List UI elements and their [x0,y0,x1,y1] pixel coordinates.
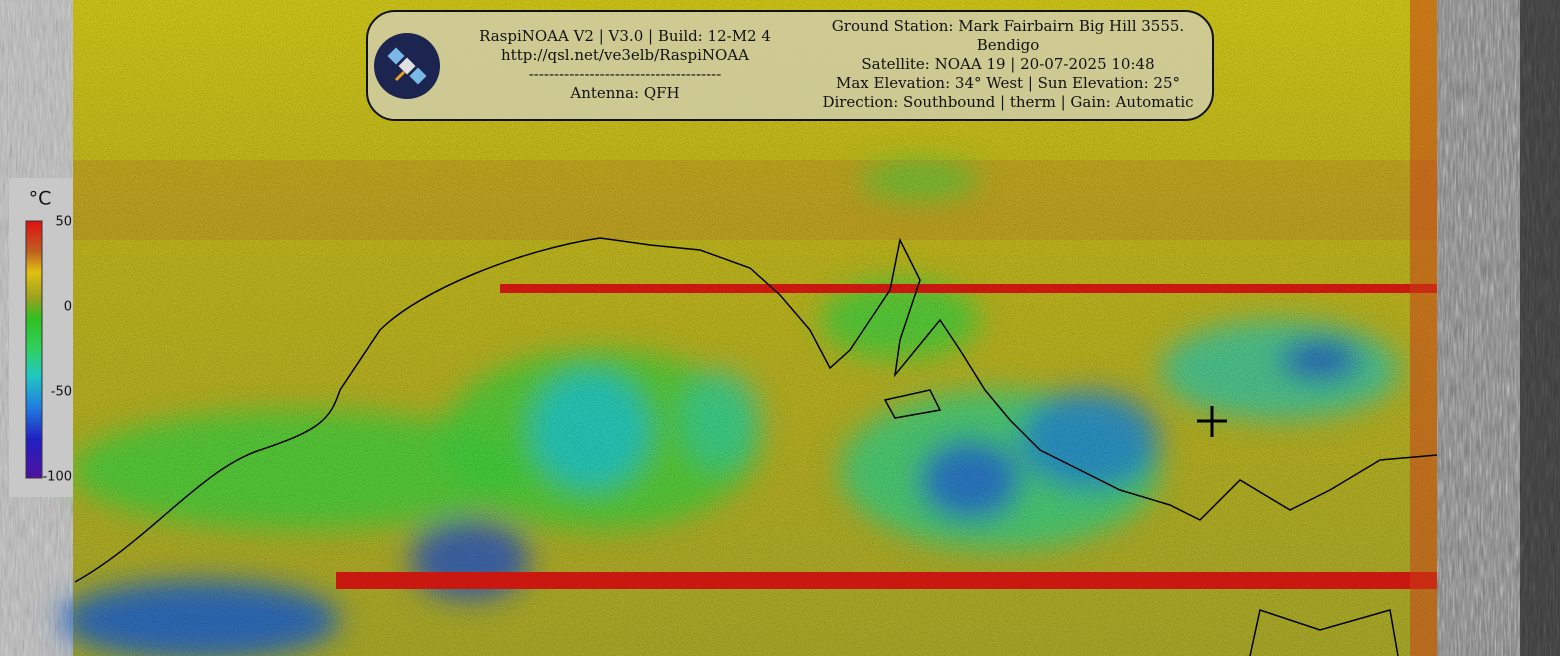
legend-unit: °C [29,188,52,210]
legend-tick-label: -50 [51,385,72,400]
crosshair [1197,406,1227,437]
header-line: http://qsl.net/ve3elb/RaspiNOAA [501,46,749,64]
right-strip-dark [1520,0,1560,656]
noise-band [336,572,1437,589]
header-line: Satellite: NOAA 19 | 20-07-2025 10:48 [861,55,1154,73]
header-line: Direction: Southbound | therm | Gain: Au… [822,93,1193,111]
header-line: Ground Station: Mark Fairbairn Big Hill … [832,17,1184,35]
info-box [366,10,1214,121]
header-line: RaspiNOAA V2 | V3.0 | Build: 12-M2 4 [479,27,771,45]
legend-tick-label: -100 [42,470,72,485]
noise-band [500,284,1437,293]
header-line: -------------------------------------- [529,65,722,83]
edge-band [1410,0,1437,656]
legend-tick-label: 50 [55,215,72,230]
header-line: Antenna: QFH [569,84,679,102]
header-line: Bendigo [977,36,1040,54]
coastline [74,237,1438,656]
legend-tick-label: 0 [64,300,72,315]
header-line: Max Elevation: 34° West | Sun Elevation:… [836,74,1180,92]
color-bar [25,220,43,479]
